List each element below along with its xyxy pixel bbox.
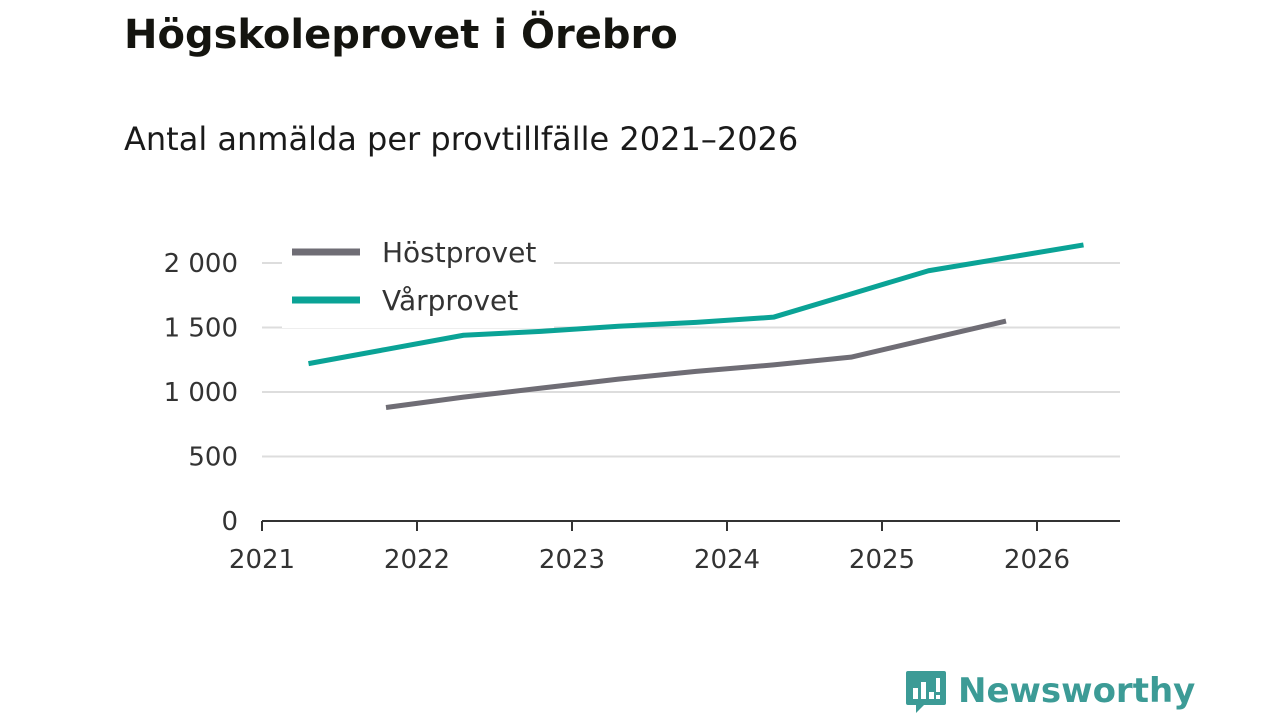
legend-label: Höstprovet <box>382 236 536 269</box>
x-tick-label: 2026 <box>1004 545 1070 575</box>
y-tick-label: 500 <box>188 443 238 473</box>
brand-name: Newsworthy <box>958 671 1196 711</box>
x-tick-label: 2021 <box>229 545 295 575</box>
legend-background <box>282 232 554 328</box>
series-line-vårprovet <box>308 242 1084 367</box>
y-tick-label: 2 000 <box>164 249 238 279</box>
legend-label: Vårprovet <box>382 284 518 317</box>
x-tick-label: 2025 <box>849 545 915 575</box>
x-tick-label: 2024 <box>694 545 760 575</box>
x-tick-label: 2022 <box>384 545 450 575</box>
x-tick-label: 2023 <box>539 545 605 575</box>
brand-logo: Newsworthy <box>902 668 1195 714</box>
y-tick-label: 1 000 <box>164 378 238 408</box>
y-tick-label: 0 <box>221 507 238 537</box>
y-tick-label: 1 500 <box>164 314 238 344</box>
chart-title: Högskoleprovet i Örebro <box>124 12 678 58</box>
newsworthy-logo-icon <box>906 671 946 713</box>
chart-subtitle: Antal anmälda per provtillfälle 2021–202… <box>124 120 799 158</box>
series-line-höstprovet <box>385 318 1007 410</box>
